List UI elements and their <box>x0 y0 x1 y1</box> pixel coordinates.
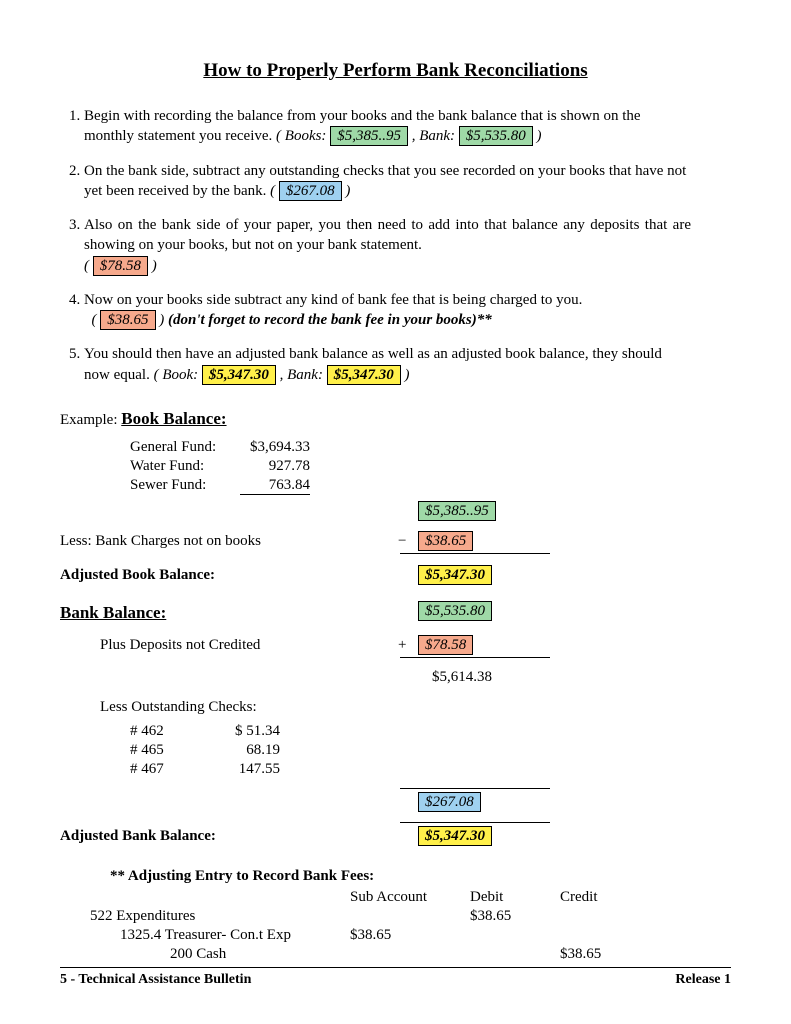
minus-icon: − <box>398 533 406 550</box>
outstanding-checks: # 462 $ 51.34 # 465 68.19 # 467 147.55 <box>130 723 731 778</box>
step-1-books-value: $5,385..95 <box>330 126 408 146</box>
step-4: Now on your books side subtract any kind… <box>84 290 691 331</box>
step-2-value: $267.08 <box>279 181 342 201</box>
bank-balance-heading: Bank Balance: <box>60 603 166 623</box>
less-outstanding-checks-label: Less Outstanding Checks: <box>100 699 257 716</box>
je-sub: $38.65 <box>350 927 470 944</box>
step-1-paren-end: ) <box>537 128 542 144</box>
fund-water-label: Water Fund: <box>130 458 240 475</box>
fund-general: General Fund: $3,694.33 <box>130 439 731 456</box>
je-col-credit: Credit <box>560 889 650 906</box>
step-5: You should then have an adjusted bank ba… <box>84 344 691 385</box>
example-label: Example: Book Balance: <box>60 409 731 429</box>
step-3: Also on the bank side of your paper, you… <box>84 215 691 276</box>
check-amount: $ 51.34 <box>210 723 280 740</box>
book-balance-heading: Book Balance: <box>121 409 226 428</box>
adjusting-entry-heading: ** Adjusting Entry to Record Bank Fees: <box>110 868 731 885</box>
je-col-sub: Sub Account <box>350 889 470 906</box>
footer-right: Release 1 <box>675 972 731 988</box>
check-number: # 467 <box>130 761 210 778</box>
step-5-paren-pre: ( Book: <box>154 367 199 383</box>
step-1-paren-pre: ( Books: <box>276 128 326 144</box>
adjusting-entry-section: ** Adjusting Entry to Record Bank Fees: … <box>60 868 731 963</box>
page-title: How to Properly Perform Bank Reconciliat… <box>60 60 731 82</box>
je-debit: $38.65 <box>470 908 560 925</box>
funds-list: General Fund: $3,694.33 Water Fund: 927.… <box>130 439 731 495</box>
bank-balance-start: $5,535.80 <box>418 601 492 621</box>
check-number: # 465 <box>130 742 210 759</box>
step-4-value: $38.65 <box>100 310 155 330</box>
bank-subtotal: $5,614.38 <box>432 669 492 686</box>
step-5-book-value: $5,347.30 <box>202 365 276 385</box>
instructions-list: Begin with recording the balance from yo… <box>84 106 731 385</box>
less-bank-charges-value: $38.65 <box>418 531 473 551</box>
plus-icon: + <box>398 637 406 654</box>
fund-general-value: $3,694.33 <box>240 439 310 456</box>
fund-water-value: 927.78 <box>240 458 310 475</box>
plus-deposits-value: $78.58 <box>418 635 473 655</box>
step-1: Begin with recording the balance from yo… <box>84 106 691 147</box>
rule-line <box>400 657 550 658</box>
fund-water: Water Fund: 927.78 <box>130 458 731 475</box>
step-2-text: On the bank side, subtract any outstandi… <box>84 163 686 199</box>
step-5-paren-end: ) <box>404 367 409 383</box>
step-3-value: $78.58 <box>93 256 148 276</box>
adjusted-bank-balance-value: $5,347.30 <box>418 826 492 846</box>
je-header-row: Sub Account Debit Credit <box>90 889 731 906</box>
je-account: 1325.4 Treasurer- Con.t Exp <box>90 927 380 944</box>
check-amount: 68.19 <box>210 742 280 759</box>
step-2-paren-end: ) <box>345 183 350 199</box>
step-5-bank-value: $5,347.30 <box>327 365 401 385</box>
footer-left: 5 - Technical Assistance Bulletin <box>60 972 251 988</box>
je-credit: $38.65 <box>560 946 650 963</box>
rule-line <box>400 788 550 789</box>
step-1-paren-mid: , Bank: <box>412 128 455 144</box>
je-account: 200 Cash <box>90 946 430 963</box>
je-row: 200 Cash $38.65 <box>90 946 731 963</box>
step-3-paren-end: ) <box>152 258 157 274</box>
adjusted-bank-balance-label: Adjusted Bank Balance: <box>60 828 216 845</box>
fund-sewer-value: 763.84 <box>240 477 310 495</box>
je-col-debit: Debit <box>470 889 560 906</box>
fund-sewer: Sewer Fund: 763.84 <box>130 477 731 495</box>
rule-line <box>400 553 550 554</box>
adjusted-book-balance-label: Adjusted Book Balance: <box>60 567 215 584</box>
check-row: # 462 $ 51.34 <box>130 723 731 740</box>
je-row: 1325.4 Treasurer- Con.t Exp $38.65 <box>90 927 731 944</box>
step-4-note: (don't forget to record the bank fee in … <box>168 312 492 328</box>
rule-line <box>400 822 550 823</box>
step-3-paren-pre: ( <box>84 258 89 274</box>
fund-general-label: General Fund: <box>130 439 240 456</box>
step-2: On the bank side, subtract any outstandi… <box>84 161 691 202</box>
check-number: # 462 <box>130 723 210 740</box>
check-row: # 465 68.19 <box>130 742 731 759</box>
outstanding-checks-total: $267.08 <box>418 792 481 812</box>
journal-entry-table: Sub Account Debit Credit 522 Expenditure… <box>90 889 731 963</box>
page-footer: 5 - Technical Assistance Bulletin Releas… <box>60 967 731 988</box>
step-3-text: Also on the bank side of your paper, you… <box>84 217 691 253</box>
plus-deposits-label: Plus Deposits not Credited <box>100 637 260 654</box>
step-2-paren-pre: ( <box>270 183 275 199</box>
je-account: 522 Expenditures <box>90 908 350 925</box>
step-4-paren-end: ) <box>159 312 164 328</box>
check-amount: 147.55 <box>210 761 280 778</box>
step-1-bank-value: $5,535.80 <box>459 126 533 146</box>
check-row: # 467 147.55 <box>130 761 731 778</box>
step-4-text: Now on your books side subtract any kind… <box>84 292 582 308</box>
adjusted-book-balance-value: $5,347.30 <box>418 565 492 585</box>
less-bank-charges-label: Less: Bank Charges not on books <box>60 533 261 550</box>
step-4-paren-pre: ( <box>92 312 97 328</box>
book-balance-total: $5,385..95 <box>418 501 496 521</box>
example-prefix: Example: <box>60 412 117 428</box>
je-row: 522 Expenditures $38.65 <box>90 908 731 925</box>
step-5-paren-mid: , Bank: <box>280 367 323 383</box>
fund-sewer-label: Sewer Fund: <box>130 477 240 494</box>
